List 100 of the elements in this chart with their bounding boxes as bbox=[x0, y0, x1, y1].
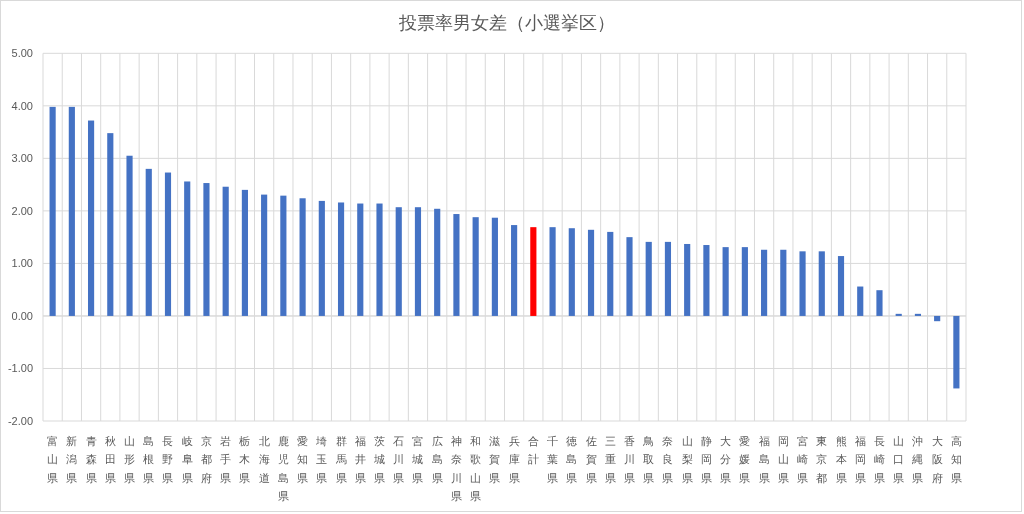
bar bbox=[88, 120, 95, 316]
x-tick-label: 山口県 bbox=[893, 435, 905, 484]
x-tick-label: 千葉県 bbox=[547, 435, 559, 484]
bar bbox=[164, 172, 172, 316]
x-tick-label: 熊本県 bbox=[835, 435, 847, 484]
bar bbox=[626, 237, 633, 316]
bar bbox=[934, 315, 941, 322]
bar bbox=[472, 217, 479, 316]
x-tick-label: 群馬県 bbox=[334, 435, 347, 484]
x-tick-label: 広島県 bbox=[431, 435, 443, 484]
bar bbox=[107, 133, 114, 316]
bar bbox=[318, 200, 325, 316]
x-tick-label: 鹿児島県 bbox=[277, 435, 289, 502]
bar bbox=[549, 227, 556, 316]
x-tick-label: 大阪府 bbox=[931, 435, 943, 484]
bar bbox=[799, 251, 806, 316]
x-tick-label: 沖縄県 bbox=[911, 435, 924, 484]
bar bbox=[414, 207, 422, 316]
y-tick-label: -1.00 bbox=[7, 362, 33, 375]
x-tick-label: 秋田県 bbox=[104, 435, 116, 484]
bar bbox=[222, 186, 229, 316]
x-tick-label: 奈良県 bbox=[662, 435, 674, 484]
bar bbox=[895, 313, 902, 316]
bar bbox=[68, 106, 75, 316]
bar bbox=[684, 243, 691, 316]
x-tick-label: 滋賀県 bbox=[489, 435, 501, 484]
x-tick-label: 山梨県 bbox=[681, 435, 693, 484]
x-tick-label: 東京都 bbox=[816, 435, 828, 484]
bar bbox=[568, 228, 575, 316]
y-tick-label: 1.00 bbox=[11, 257, 33, 270]
x-tick-label: 埼玉県 bbox=[315, 435, 328, 484]
bar bbox=[761, 249, 768, 316]
x-tick-label: 合計 bbox=[527, 435, 539, 466]
y-tick-label: 4.00 bbox=[11, 99, 33, 112]
bar bbox=[837, 256, 845, 316]
x-tick-label: 福井県 bbox=[354, 435, 366, 484]
bar bbox=[453, 214, 460, 316]
bar bbox=[664, 241, 672, 316]
bar bbox=[261, 194, 268, 316]
x-tick-label: 宮崎県 bbox=[797, 435, 809, 484]
bar bbox=[337, 202, 345, 316]
x-tick-label: 京都府 bbox=[200, 435, 212, 484]
x-tick-label: 高知県 bbox=[950, 435, 962, 484]
x-tick-label: 佐賀県 bbox=[585, 435, 597, 484]
x-tick-label: 兵庫県 bbox=[508, 435, 520, 484]
bar bbox=[299, 198, 306, 316]
x-tick-label: 福島県 bbox=[758, 435, 770, 484]
x-tick-label: 青森県 bbox=[85, 435, 97, 484]
x-tick-label: 和歌山県 bbox=[470, 435, 482, 502]
bar bbox=[530, 227, 537, 316]
bar bbox=[434, 208, 441, 316]
bar bbox=[241, 189, 248, 316]
x-tick-label: 岐阜県 bbox=[181, 435, 193, 484]
bar bbox=[876, 290, 883, 316]
bar bbox=[145, 168, 152, 316]
x-tick-label: 山形県 bbox=[124, 435, 136, 484]
y-tick-label: -2.00 bbox=[7, 415, 33, 427]
y-tick-label: 2.00 bbox=[11, 204, 33, 217]
x-tick-label: 石川県 bbox=[393, 435, 405, 484]
bar bbox=[857, 286, 864, 316]
bar bbox=[491, 217, 498, 316]
bar bbox=[780, 249, 787, 316]
bar bbox=[511, 225, 518, 316]
bar bbox=[203, 183, 210, 316]
x-tick-label: 島根県 bbox=[143, 435, 155, 484]
x-tick-label: 福岡県 bbox=[854, 435, 866, 484]
x-tick-label: 富山県 bbox=[47, 435, 59, 484]
y-tick-label: 0.00 bbox=[11, 309, 33, 322]
x-tick-label: 鳥取県 bbox=[642, 435, 655, 484]
chart-title: 投票率男女差（小選挙区） bbox=[398, 13, 615, 33]
x-tick-label: 長崎県 bbox=[873, 435, 885, 484]
x-tick-label: 長野県 bbox=[162, 435, 174, 484]
bar bbox=[376, 203, 383, 316]
x-tick-label: 北海道 bbox=[258, 435, 270, 484]
x-tick-label: 大分県 bbox=[720, 435, 732, 484]
bar bbox=[280, 195, 287, 316]
bar bbox=[914, 313, 921, 316]
x-tick-label: 栃木県 bbox=[239, 435, 251, 484]
bar bbox=[587, 229, 595, 316]
bar bbox=[953, 315, 960, 389]
bar bbox=[126, 155, 133, 316]
bar bbox=[607, 231, 614, 316]
x-tick-label: 岩手県 bbox=[220, 435, 232, 484]
bar bbox=[395, 207, 402, 316]
x-tick-label: 新潟県 bbox=[66, 435, 78, 484]
bar bbox=[184, 181, 191, 316]
y-tick-label: 3.00 bbox=[11, 152, 33, 165]
x-tick-label: 徳島県 bbox=[566, 435, 578, 484]
x-tick-label: 愛媛県 bbox=[739, 435, 751, 484]
x-tick-label: 茨城県 bbox=[373, 435, 386, 484]
bar bbox=[357, 203, 364, 316]
bar bbox=[703, 245, 710, 316]
x-tick-label: 神奈川県 bbox=[450, 435, 462, 502]
x-tick-label: 静岡県 bbox=[700, 435, 712, 484]
y-tick-label: 5.00 bbox=[11, 47, 33, 60]
bar bbox=[741, 247, 748, 316]
bar bbox=[645, 241, 652, 316]
bar bbox=[818, 251, 825, 316]
x-tick-label: 愛知県 bbox=[297, 435, 309, 484]
bar bbox=[49, 106, 56, 316]
